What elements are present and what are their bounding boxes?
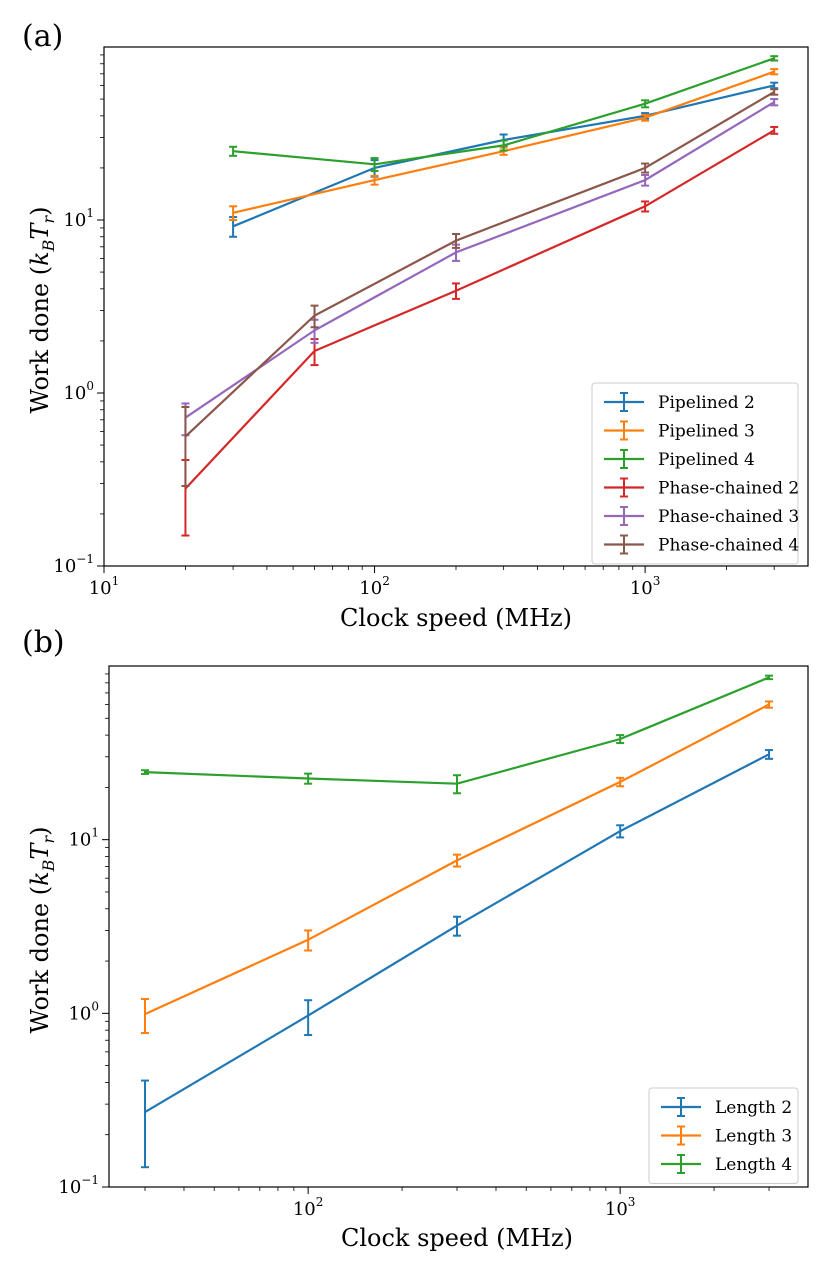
panel-b-label: (b): [22, 625, 65, 660]
error-bar: [770, 68, 779, 76]
panel-b-minor-ticks: [105, 673, 770, 1191]
panel-a-plot-frame: [103, 46, 809, 567]
panel-b-series: [141, 674, 774, 1169]
legend-entry: Pipelined 4: [604, 449, 755, 470]
legend-box: [648, 1087, 799, 1184]
x-tick-label: 103: [630, 574, 661, 599]
error-bar: [641, 162, 650, 174]
error-bar: [229, 145, 238, 157]
panel-b-plot-frame: [108, 665, 809, 1188]
error-bar: [304, 929, 313, 952]
error-bar: [141, 997, 150, 1035]
series-phase-chained-2: [181, 125, 779, 537]
series-phase-chained-4: [181, 88, 779, 488]
x-tick-label: 101: [89, 574, 120, 599]
error-bar: [453, 915, 462, 937]
error-bar: [641, 200, 650, 213]
error-bar: [770, 98, 779, 107]
panel-a-legend: Pipelined 2 Pipelined 3 Pipelined 4 Phase-c…: [591, 382, 799, 565]
y-tick-label: 100: [68, 999, 99, 1024]
error-bar: [229, 205, 238, 221]
series-length-2: [141, 749, 774, 1169]
error-bar: [770, 81, 779, 90]
y-tick-label: 10−1: [58, 1173, 99, 1198]
error-bar: [765, 700, 774, 709]
legend-label: Phase-chained 2: [658, 479, 799, 499]
error-bar: [141, 1079, 150, 1169]
panel-a-label: (a): [22, 19, 63, 54]
legend-label: Length 2: [715, 1098, 792, 1118]
legend-label: Pipelined 2: [658, 393, 755, 413]
series-length-4: [141, 674, 774, 795]
legend-label: Phase-chained 4: [658, 536, 799, 556]
legend-entry: Length 3: [661, 1125, 792, 1147]
error-bar: [616, 824, 625, 839]
panel-a-x-axis-label: Clock speed (MHz): [340, 604, 572, 632]
panel-b-x-axis-label: Clock speed (MHz): [341, 1224, 573, 1252]
error-bar: [304, 999, 313, 1037]
error-bar: [770, 125, 779, 135]
legend-box: [591, 382, 799, 565]
legend-entry: Pipelined 3: [604, 420, 755, 442]
legend-label: Pipelined 3: [658, 422, 755, 442]
error-bar: [641, 99, 650, 109]
error-bar: [452, 282, 460, 300]
y-tick-label: 101: [63, 206, 94, 231]
series-length-3: [141, 700, 774, 1035]
x-tick-label: 102: [359, 574, 390, 599]
legend-entry: Length 4: [661, 1154, 792, 1175]
series-pipelined-4: [229, 55, 779, 172]
panel-a-axis-ticks: 101 102 103 10−1 100 101: [53, 206, 660, 599]
legend-entry: Pipelined 2: [604, 392, 755, 413]
error-bar: [641, 174, 650, 187]
error-bar: [141, 769, 150, 775]
panel-a-y-axis-label: Work done (kBTr): [26, 207, 58, 414]
y-tick-label: 10−1: [53, 552, 94, 577]
legend-entry: Phase-chained 2: [604, 477, 799, 499]
error-bar: [641, 113, 650, 122]
legend-label: Length 4: [715, 1155, 792, 1175]
error-bar: [770, 55, 779, 62]
error-bar: [499, 139, 508, 152]
panel-b-legend: Length 2 Length 3 Length 4: [648, 1087, 799, 1184]
series-line-length-4: [144, 676, 770, 785]
y-tick-label: 101: [68, 826, 99, 851]
error-bar: [765, 749, 774, 760]
error-bar: [616, 734, 625, 745]
x-tick-label: 103: [605, 1195, 636, 1220]
panel-a-minor-ticks: [100, 54, 775, 570]
error-bar: [453, 853, 462, 868]
legend-label: Phase-chained 3: [658, 507, 799, 527]
error-bar: [770, 88, 779, 96]
legend-entry: Phase-chained 3: [604, 506, 799, 527]
legend-label: Pipelined 4: [658, 450, 755, 470]
x-tick-label: 102: [293, 1195, 324, 1220]
error-bar: [181, 405, 190, 488]
error-bar: [452, 232, 460, 249]
error-bar: [370, 174, 379, 186]
legend-entry: Length 2: [661, 1097, 792, 1118]
error-bar: [616, 776, 625, 788]
legend-entry: Phase-chained 4: [604, 534, 799, 556]
error-bar: [765, 674, 774, 681]
panel-b-axis-ticks: 102 103 10−1 100 101: [58, 826, 635, 1220]
error-bar: [310, 304, 319, 329]
error-bar: [370, 157, 379, 172]
series-pipelined-2: [229, 81, 779, 238]
legend-label: Length 3: [715, 1127, 792, 1147]
y-tick-label: 100: [63, 379, 94, 404]
error-bar: [304, 772, 313, 785]
panel-a-series: [181, 55, 779, 537]
panel-b-y-axis-label: Work done (kBTr): [26, 827, 58, 1034]
error-bar: [453, 774, 462, 795]
